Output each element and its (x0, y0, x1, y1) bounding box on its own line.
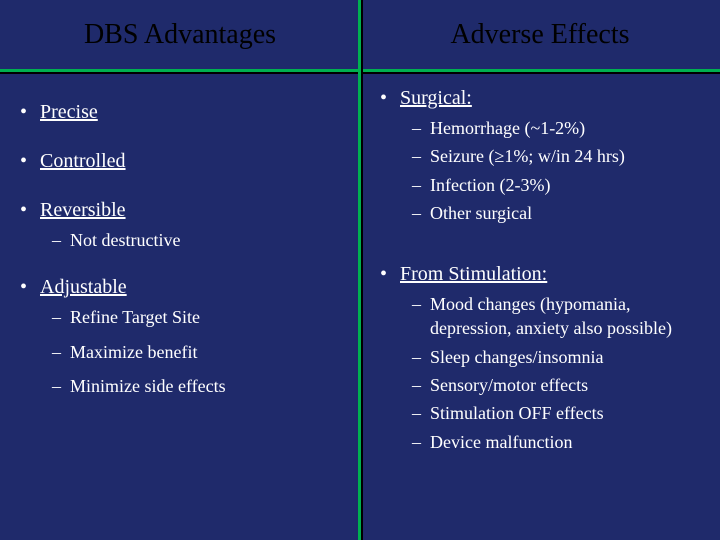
sub-item: Infection (2-3%) (400, 173, 706, 197)
header-left-text: DBS Advantages (84, 19, 276, 51)
sub-item: Hemorrhage (~1-2%) (400, 116, 706, 140)
header-right-text: Adverse Effects (450, 19, 629, 51)
sub-list: Hemorrhage (~1-2%) Seizure (≥1%; w/in 24… (400, 116, 706, 225)
adverse-list: Surgical: Hemorrhage (~1-2%) Seizure (≥1… (374, 85, 706, 225)
advantages-list: Precise Controlled Reversible Not destru… (14, 99, 346, 398)
sub-item: Not destructive (40, 228, 346, 252)
right-column: Surgical: Hemorrhage (~1-2%) Seizure (≥1… (360, 75, 720, 540)
list-item: Adjustable Refine Target Site Maximize b… (14, 274, 346, 398)
sub-item: Sleep changes/insomnia (400, 345, 706, 369)
sub-item: Maximize benefit (40, 340, 346, 364)
sub-list: Refine Target Site Maximize benefit Mini… (40, 305, 346, 398)
slide: DBS Advantages Adverse Effects Precise C… (0, 0, 720, 540)
item-label: Adjustable (40, 276, 127, 298)
sub-item: Device malfunction (400, 430, 706, 454)
list-item: Reversible Not destructive (14, 197, 346, 252)
item-label: Surgical: (400, 87, 472, 109)
left-column: Precise Controlled Reversible Not destru… (0, 75, 360, 540)
sub-item: Seizure (≥1%; w/in 24 hrs) (400, 144, 706, 168)
sub-item: Sensory/motor effects (400, 373, 706, 397)
list-item: Surgical: Hemorrhage (~1-2%) Seizure (≥1… (374, 85, 706, 225)
item-label: Precise (40, 101, 98, 123)
sub-item: Mood changes (hypomania, depression, anx… (400, 292, 706, 341)
sub-item: Other surgical (400, 201, 706, 225)
sub-list: Not destructive (40, 228, 346, 252)
sub-item: Minimize side effects (40, 374, 346, 398)
list-item: From Stimulation: Mood changes (hypomani… (374, 261, 706, 454)
sub-list: Mood changes (hypomania, depression, anx… (400, 292, 706, 454)
adverse-list-2: From Stimulation: Mood changes (hypomani… (374, 261, 706, 454)
item-label: From Stimulation: (400, 263, 547, 285)
item-label: Controlled (40, 150, 126, 172)
list-item: Controlled (14, 148, 346, 175)
sub-item: Refine Target Site (40, 305, 346, 329)
sub-item: Stimulation OFF effects (400, 401, 706, 425)
header-right: Adverse Effects (360, 0, 720, 70)
item-label: Reversible (40, 199, 126, 221)
body: Precise Controlled Reversible Not destru… (0, 75, 720, 540)
list-item: Precise (14, 99, 346, 126)
header-left: DBS Advantages (0, 0, 360, 70)
